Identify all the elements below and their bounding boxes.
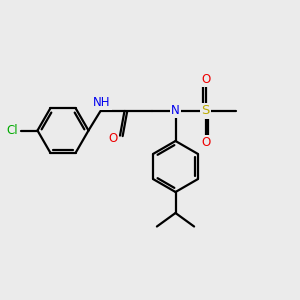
- Text: NH: NH: [93, 96, 111, 110]
- Text: N: N: [171, 104, 180, 117]
- Text: O: O: [109, 131, 118, 145]
- Text: Cl: Cl: [6, 124, 18, 137]
- Text: S: S: [201, 104, 210, 118]
- Text: O: O: [201, 136, 210, 149]
- Text: O: O: [201, 73, 210, 86]
